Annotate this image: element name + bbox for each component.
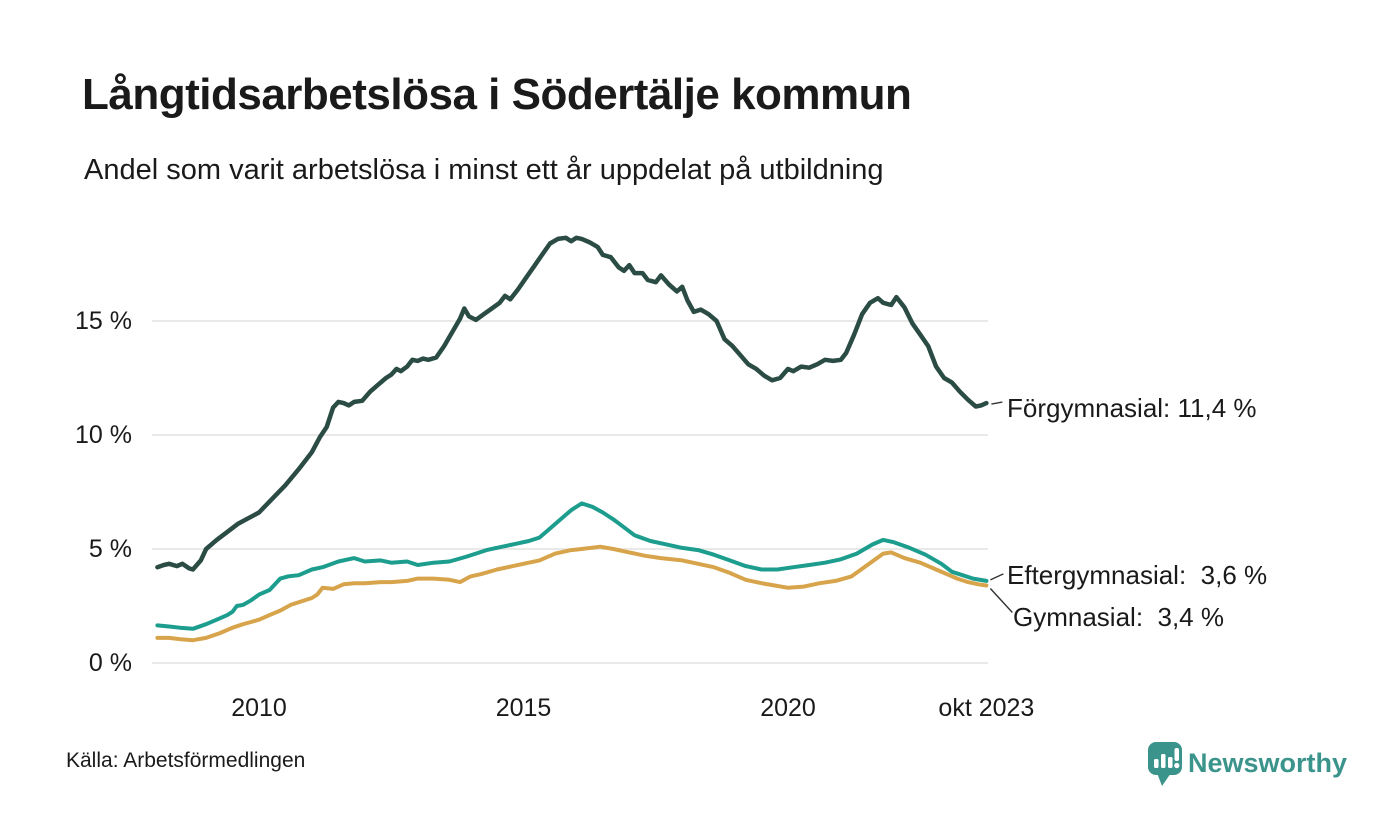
chart-subtitle: Andel som varit arbetslösa i minst ett å…: [84, 154, 884, 186]
series-line-förgymnasial: [155, 235, 989, 572]
label-leader-line: [989, 588, 1013, 613]
series-label-gymnasial: Gymnasial: 3,4 %: [1013, 602, 1224, 632]
newsworthy-logo-icon: [1148, 742, 1182, 786]
x-tick-label: okt 2023: [938, 694, 1035, 722]
series-label-eftergymnasial: Eftergymnasial: 3,6 %: [1007, 560, 1268, 590]
label-leader-line: [990, 573, 1004, 581]
label-leader-line: [991, 401, 1003, 405]
newsworthy-logo-text: Newsworthy: [1188, 748, 1348, 778]
x-tick-label: 2020: [760, 694, 816, 722]
source-note: Källa: Arbetsförmedlingen: [66, 749, 306, 772]
chart-title: Långtidsarbetslösa i Södertälje kommun: [82, 70, 912, 119]
series-label-forgymnasial: Förgymnasial: 11,4 %: [1007, 393, 1257, 423]
y-tick-label: 15 %: [75, 307, 132, 335]
y-tick-label: 10 %: [75, 421, 132, 449]
series-line-eftergymnasial: [155, 501, 989, 631]
series-line-gymnasial: [155, 544, 989, 643]
x-tick-label: 2015: [495, 694, 552, 722]
y-tick-label: 0 %: [88, 649, 132, 677]
y-tick-label: 5 %: [88, 535, 132, 563]
x-tick-label: 2010: [231, 694, 287, 722]
